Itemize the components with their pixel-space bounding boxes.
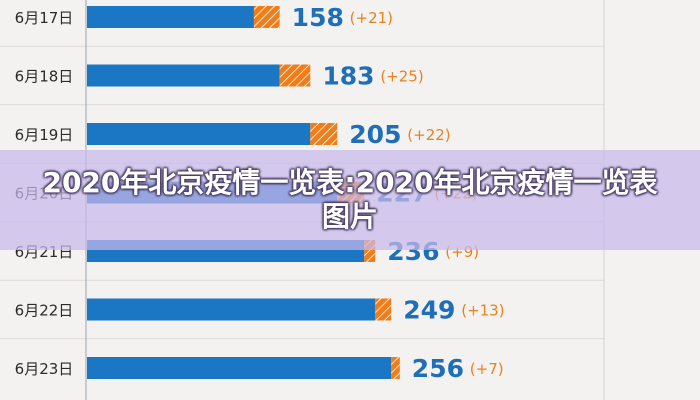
increment-label: (+21) <box>350 9 393 27</box>
category-label: 6月23日 <box>15 360 74 378</box>
bar-increment <box>375 298 392 321</box>
bar-increment <box>279 64 311 87</box>
overlay-title: 2020年北京疫情一览表:2020年北京疫情一览表图片 <box>42 166 658 233</box>
bar-increment <box>253 6 280 28</box>
total-label: 256 <box>412 354 464 383</box>
total-label: 205 <box>349 120 401 149</box>
total-label: 183 <box>322 62 374 91</box>
total-label: 158 <box>292 3 344 32</box>
category-label: 6月22日 <box>15 302 74 320</box>
total-label: 249 <box>403 296 455 325</box>
category-label: 6月18日 <box>15 68 74 86</box>
bar-base <box>87 357 392 379</box>
bar-increment <box>310 123 338 145</box>
category-label: 6月19日 <box>15 126 74 144</box>
bar-base <box>87 64 280 87</box>
bar-increment <box>364 240 376 262</box>
bar-increment <box>391 357 400 379</box>
watermark-overlay: 2020年北京疫情一览表:2020年北京疫情一览表图片 <box>0 150 700 250</box>
increment-label: (+25) <box>380 68 423 86</box>
increment-label: (+7) <box>470 360 504 378</box>
category-label: 6月17日 <box>15 9 74 27</box>
bar-base <box>87 298 376 321</box>
increment-label: (+22) <box>407 126 450 144</box>
increment-label: (+13) <box>461 302 504 320</box>
bar-base <box>87 6 254 28</box>
bar-base <box>87 123 311 145</box>
